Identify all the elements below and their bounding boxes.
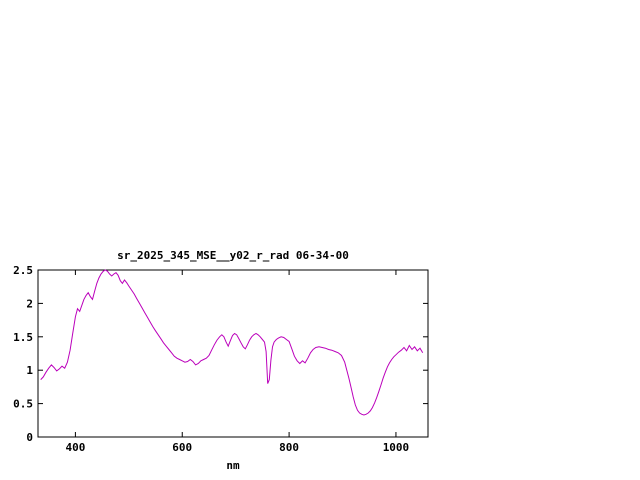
x-tick-label: 600 — [172, 441, 192, 454]
x-tick-label: 400 — [65, 441, 85, 454]
y-tick-label: 0 — [26, 431, 33, 444]
spectrum-line — [40, 269, 424, 416]
y-tick-label: 2 — [26, 297, 33, 310]
y-tick-label: 1.5 — [13, 331, 33, 344]
spectrum-chart: sr_2025_345_MSE__y02_r_rad 06-34-00 400 6… — [0, 245, 440, 480]
chart-title: sr_2025_345_MSE__y02_r_rad 06-34-00 — [117, 249, 349, 262]
y-tick-label: 0.5 — [13, 398, 33, 411]
x-tick-label: 800 — [279, 441, 299, 454]
y-tick-label: 1 — [26, 364, 33, 377]
plot-area: 400 600 800 1000 0 0.5 1 1.5 2 2.5 — [13, 264, 429, 454]
plot-border — [37, 269, 429, 438]
x-axis-label: nm — [226, 459, 240, 472]
x-tick-label: 1000 — [383, 441, 410, 454]
y-tick-label: 2.5 — [13, 264, 33, 277]
